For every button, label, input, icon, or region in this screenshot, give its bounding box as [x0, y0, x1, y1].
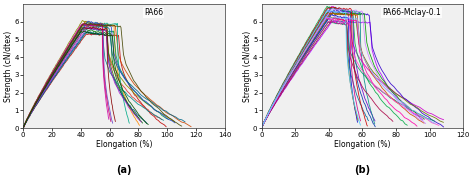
X-axis label: Elongation (%): Elongation (%) — [334, 140, 391, 149]
X-axis label: Elongation (%): Elongation (%) — [96, 140, 152, 149]
Y-axis label: Strength (cN/dtex): Strength (cN/dtex) — [4, 31, 13, 102]
Text: (b): (b) — [355, 165, 371, 175]
Text: (a): (a) — [116, 165, 132, 175]
Text: PA66-Mclay-0.1: PA66-Mclay-0.1 — [383, 8, 441, 17]
Y-axis label: Strength (cN/dtex): Strength (cN/dtex) — [243, 31, 252, 102]
Text: PA66: PA66 — [144, 8, 163, 17]
